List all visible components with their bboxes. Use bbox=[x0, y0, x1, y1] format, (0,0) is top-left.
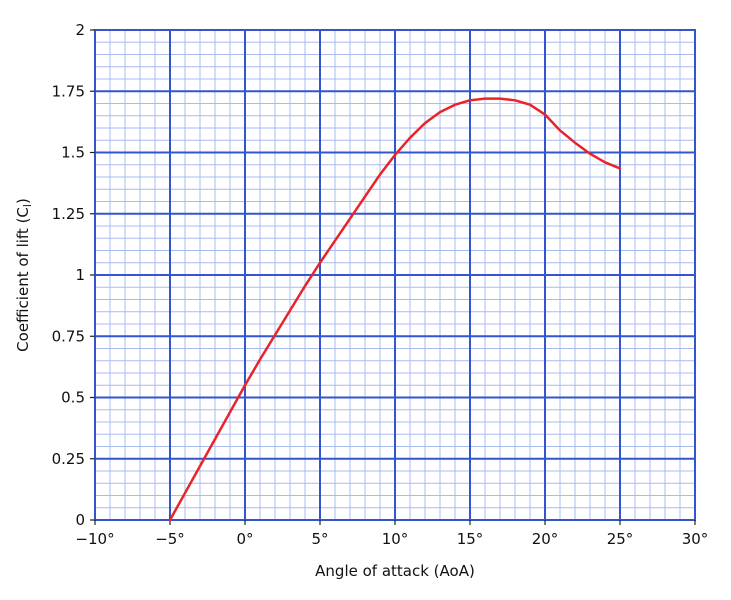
lift-curve-line bbox=[168, 97, 622, 522]
x-tick-labels: −10° −5° 0° 5° 10° 15° 20° 25° 30° bbox=[75, 530, 708, 548]
x-tick-label: 10° bbox=[382, 530, 409, 548]
x-tick-label: 15° bbox=[457, 530, 484, 548]
y-axis-label-pre: Coefficient of lift (C bbox=[14, 207, 32, 352]
y-axis-label-post: ) bbox=[14, 198, 32, 204]
y-tick-label: 1.75 bbox=[52, 82, 85, 100]
x-tick-label: 5° bbox=[311, 530, 328, 548]
y-tick-label: 1.25 bbox=[52, 205, 85, 223]
axis-tick-marks bbox=[90, 29, 696, 525]
x-tick-label: −5° bbox=[155, 530, 185, 548]
y-tick-label: 1.5 bbox=[61, 144, 85, 162]
y-axis-label-subscript: l bbox=[21, 204, 34, 207]
y-tick-label: 0.5 bbox=[61, 389, 85, 407]
x-tick-label: 0° bbox=[236, 530, 253, 548]
x-tick-label: 20° bbox=[532, 530, 559, 548]
y-tick-label: 0.25 bbox=[52, 450, 85, 468]
y-tick-label: 0.75 bbox=[52, 327, 85, 345]
x-tick-label: 30° bbox=[682, 530, 709, 548]
x-tick-label: 25° bbox=[607, 530, 634, 548]
y-tick-label: 2 bbox=[75, 21, 85, 39]
x-axis-label: Angle of attack (AoA) bbox=[315, 562, 475, 580]
y-axis-label: Coefficient of lift (Cl) bbox=[14, 198, 34, 352]
y-tick-label: 1 bbox=[75, 266, 85, 284]
y-tick-labels: 0 0.25 0.5 0.75 1 1.25 1.5 1.75 2 bbox=[52, 21, 85, 529]
x-tick-label: −10° bbox=[75, 530, 114, 548]
y-tick-label: 0 bbox=[75, 511, 85, 529]
